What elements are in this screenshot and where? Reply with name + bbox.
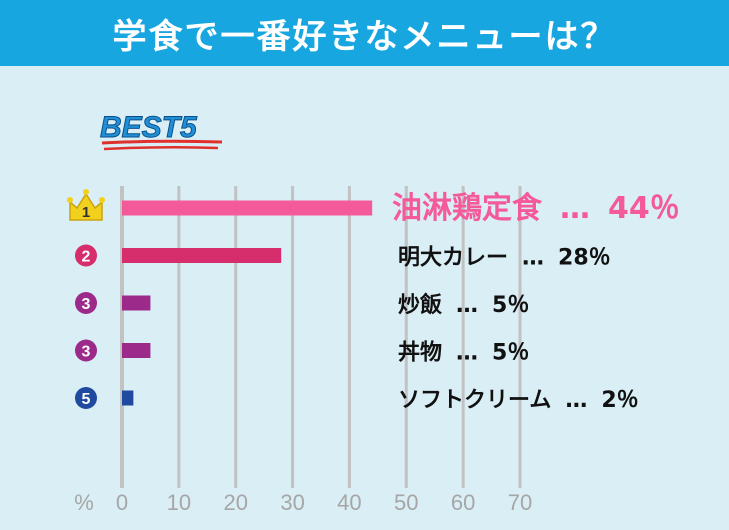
bar — [122, 295, 151, 311]
x-axis-unit: % — [74, 490, 94, 515]
dots-separator: … — [560, 191, 590, 226]
x-tick-label: 20 — [223, 490, 247, 515]
rank-icons: 1 2 3 3 5 — [67, 189, 105, 409]
bar-label: 明大カレー … 28％ — [398, 246, 611, 271]
crown-jewel — [99, 197, 105, 203]
value-label: 28％ — [558, 246, 611, 271]
bar-label: 炒飯 … 5％ — [398, 292, 529, 318]
bar-label: ソフトクリーム … 2％ — [398, 388, 639, 413]
rank-circle — [75, 339, 97, 362]
bar — [122, 390, 134, 406]
bar-label: 油淋鶏定食 … 44％ — [392, 191, 680, 226]
category-label: 丼物 — [398, 340, 442, 366]
x-axis-ticks: 0 10 20 30 40 50 60 70% — [74, 490, 532, 515]
rank-number: 3 — [82, 344, 91, 361]
dots-separator: … — [565, 388, 587, 413]
value-label: 5％ — [492, 341, 529, 366]
x-tick-label: 70 — [508, 490, 532, 515]
rank-badge: 5 — [75, 387, 97, 409]
bar — [122, 343, 151, 358]
rank-circle — [75, 387, 97, 409]
rank-number: 3 — [82, 296, 91, 313]
value-label: 5％ — [492, 293, 529, 318]
rank-number: 2 — [82, 249, 91, 266]
crown-jewel — [67, 197, 73, 203]
x-tick-label: 60 — [451, 490, 475, 515]
value-label: 44％ — [608, 191, 680, 226]
value-label: 2％ — [601, 388, 638, 413]
crown-jewel — [83, 189, 89, 195]
category-label: 明大カレー — [398, 246, 508, 271]
bars — [122, 200, 373, 406]
category-label: 炒飯 — [398, 292, 442, 318]
crown-icon: 1 — [67, 189, 105, 221]
category-label: 油淋鶏定食 — [392, 191, 543, 226]
x-tick-label: 40 — [337, 490, 361, 515]
page-title: 学食で一番好きなメニューは？ — [112, 16, 617, 57]
rank-number: 1 — [82, 204, 90, 221]
rank-number: 5 — [82, 391, 91, 408]
bar-label: 丼物 … 5％ — [398, 340, 529, 366]
dots-separator: … — [522, 246, 544, 271]
x-tick-label: 50 — [394, 490, 418, 515]
category-label: ソフトクリーム — [398, 388, 551, 413]
best5-label: BEST5 — [100, 111, 198, 144]
bar — [122, 248, 282, 263]
x-tick-label: 30 — [280, 490, 304, 515]
x-tick-label: 10 — [167, 490, 191, 515]
crown-shape — [69, 192, 103, 221]
rank-badge: 3 — [75, 292, 97, 314]
header-bar: 学食で一番好きなメニューは？ — [0, 0, 729, 66]
bar — [122, 200, 373, 216]
rank-circle — [75, 292, 97, 314]
dots-separator: … — [456, 341, 478, 366]
best5-badge: BEST5 — [100, 111, 223, 151]
dots-separator: … — [456, 293, 478, 318]
rank-badge: 2 — [75, 244, 97, 267]
x-tick-label: 0 — [116, 490, 128, 515]
bar-labels: 油淋鶏定食 … 44％ 明大カレー … 28％ 炒飯 … 5％ 丼物 … 5％ ソフトクリーム … 2％ — [392, 191, 680, 413]
rank-circle — [75, 244, 97, 267]
rank-badge: 3 — [75, 339, 97, 362]
grid-lines — [120, 186, 522, 488]
